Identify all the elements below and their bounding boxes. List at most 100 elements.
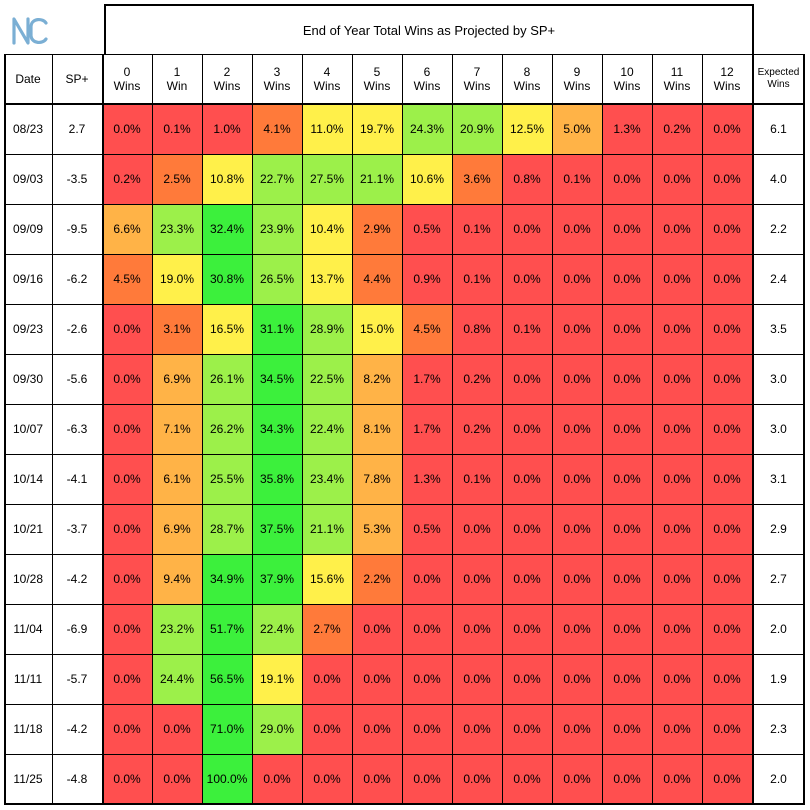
grid-line-horizontal <box>4 504 805 505</box>
table-cell-probability: 23.9% <box>252 204 302 254</box>
table-cell-probability: 2.5% <box>152 154 202 204</box>
table-cell-probability: 2.7% <box>302 604 352 654</box>
table-cell-expected-wins: 2.3 <box>770 722 787 736</box>
table-cell-probability: 32.4% <box>202 204 252 254</box>
table-cell-probability: 0.0% <box>702 204 752 254</box>
table-cell-sp: -5.6 <box>66 372 88 386</box>
grid-line-horizontal <box>4 654 805 655</box>
table-cell-probability: 0.0% <box>402 554 452 604</box>
column-header-wins-3: 3 Wins <box>252 54 302 104</box>
table-cell-probability: 0.0% <box>602 704 652 754</box>
table-cell-probability: 0.0% <box>452 754 502 804</box>
table-cell-probability: 6.9% <box>152 504 202 554</box>
table-cell-probability: 0.0% <box>102 754 152 804</box>
table-cell-probability: 0.0% <box>702 654 752 704</box>
table-cell-probability: 19.1% <box>252 654 302 704</box>
column-header-wins-6-line-0: 6 <box>423 65 431 79</box>
table-cell-probability: 22.7% <box>252 154 302 204</box>
table-cell-probability: 0.0% <box>102 654 152 704</box>
table-cell-probability: 0.0% <box>552 704 602 754</box>
column-header-wins-7: 7 Wins <box>452 54 502 104</box>
column-header-wins-2: 2 Wins <box>202 54 252 104</box>
table-cell-probability: 0.0% <box>652 554 702 604</box>
table-cell-probability: 0.0% <box>702 104 752 154</box>
grid-line-vertical <box>402 54 403 804</box>
table-cell-probability: 0.2% <box>102 154 152 204</box>
table-cell-expected-wins: 2.9 <box>770 522 787 536</box>
table-cell-probability: 4.5% <box>402 304 452 354</box>
column-header-expected-line-1: Wins <box>767 79 790 90</box>
table-cell-probability: 0.0% <box>302 704 352 754</box>
table-cell-probability: 0.0% <box>702 154 752 204</box>
grid-line-vertical <box>652 54 653 804</box>
column-header-wins-4-line-1: Wins <box>313 79 341 93</box>
grid-line-vertical <box>803 54 805 804</box>
table-cell-probability: 20.9% <box>452 104 502 154</box>
table-cell-probability: 0.0% <box>652 604 702 654</box>
table-cell-probability: 0.0% <box>502 504 552 554</box>
table-cell-probability: 0.0% <box>502 654 552 704</box>
grid-line-horizontal <box>4 754 805 755</box>
table-cell-probability: 51.7% <box>202 604 252 654</box>
table-cell-probability: 34.5% <box>252 354 302 404</box>
table-cell-probability: 3.6% <box>452 154 502 204</box>
table-cell-probability: 71.0% <box>202 704 252 754</box>
table-cell-probability: 0.0% <box>702 454 752 504</box>
table-cell-probability: 23.2% <box>152 604 202 654</box>
table-cell-probability: 0.0% <box>552 204 602 254</box>
table-cell-probability: 10.6% <box>402 154 452 204</box>
table-cell-probability: 0.0% <box>502 704 552 754</box>
table-cell-probability: 0.0% <box>602 454 652 504</box>
column-header-wins-5-line-0: 5 <box>373 65 381 79</box>
table-cell-probability: 0.0% <box>652 154 702 204</box>
table-cell-probability: 0.0% <box>552 554 602 604</box>
table-cell-probability: 0.0% <box>502 204 552 254</box>
table-cell-date: 09/16 <box>12 272 44 286</box>
table-cell-probability: 0.0% <box>602 404 652 454</box>
table-cell-probability: 34.3% <box>252 404 302 454</box>
table-cell-probability: 22.4% <box>302 404 352 454</box>
grid-line-horizontal <box>4 704 805 705</box>
table-cell-probability: 11.0% <box>302 104 352 154</box>
table-cell-probability: 0.0% <box>702 704 752 754</box>
table-cell-probability: 0.0% <box>602 304 652 354</box>
column-header-wins-11-line-0: 11 <box>670 65 684 79</box>
table-cell-probability: 21.1% <box>302 504 352 554</box>
table-cell-probability: 24.3% <box>402 104 452 154</box>
table-cell-probability: 0.0% <box>652 304 702 354</box>
grid-line-horizontal <box>4 204 805 205</box>
column-header-wins-1-line-0: 1 <box>173 65 181 79</box>
table-cell-sp: -6.2 <box>66 272 88 286</box>
table-cell-date: 10/07 <box>12 422 44 436</box>
table-cell-probability: 1.7% <box>402 404 452 454</box>
table-cell-probability: 0.5% <box>402 204 452 254</box>
table-cell-probability: 5.0% <box>552 104 602 154</box>
table-cell-expected-wins: 2.2 <box>770 222 787 236</box>
column-header-sp: SP+ <box>65 72 89 86</box>
table-cell-probability: 26.5% <box>252 254 302 304</box>
table-cell-probability: 9.4% <box>152 554 202 604</box>
grid-line-vertical <box>452 54 453 804</box>
table-cell-probability: 0.1% <box>452 254 502 304</box>
table-cell-date: 11/25 <box>13 772 43 786</box>
table-cell-probability: 0.5% <box>402 504 452 554</box>
grid-line-vertical <box>302 54 303 804</box>
table-cell-probability: 0.0% <box>252 754 302 804</box>
table-cell-probability: 0.0% <box>452 554 502 604</box>
table-cell-probability: 0.0% <box>102 554 152 604</box>
unc-nc-logo-icon <box>12 17 48 45</box>
grid-line-vertical <box>202 54 203 804</box>
table-cell-probability: 0.0% <box>702 754 752 804</box>
table-cell-probability: 4.4% <box>352 254 402 304</box>
table-cell-probability: 0.0% <box>652 654 702 704</box>
table-cell-probability: 0.0% <box>602 504 652 554</box>
table-cell-probability: 0.2% <box>452 354 502 404</box>
table-cell-probability: 0.1% <box>502 304 552 354</box>
column-header-wins-7-line-1: Wins <box>463 79 491 93</box>
table-cell-probability: 0.0% <box>652 354 702 404</box>
column-header-wins-12: 12 Wins <box>702 54 752 104</box>
table-cell-probability: 0.0% <box>352 604 402 654</box>
column-header-wins-6-line-1: Wins <box>413 79 441 93</box>
table-cell-probability: 0.0% <box>502 604 552 654</box>
table-cell-date: 09/30 <box>12 372 44 386</box>
